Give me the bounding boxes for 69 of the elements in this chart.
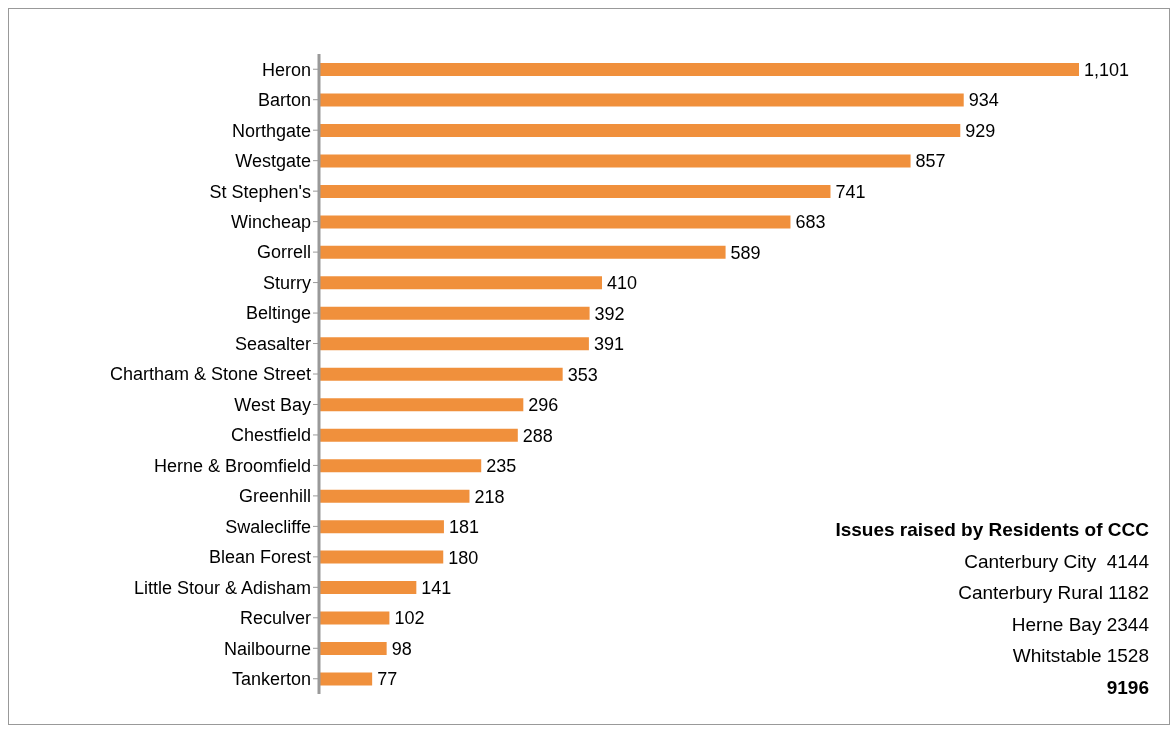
- data-label: 102: [394, 608, 425, 629]
- bar: [319, 63, 1079, 76]
- y-tick-label: Sturry: [262, 272, 311, 293]
- data-label: 98: [391, 638, 412, 659]
- annotation: Herne Bay 2344: [1010, 612, 1149, 637]
- data-label: 741: [835, 181, 866, 202]
- bar: [319, 398, 524, 412]
- bar: [319, 550, 444, 564]
- y-tick-label: Little Stour & Adisham: [133, 577, 311, 598]
- annotation: Issues raised by Residents of CCC: [835, 518, 1149, 542]
- data-label: 141: [421, 577, 452, 598]
- bar: [319, 154, 911, 168]
- bar: [319, 123, 961, 137]
- y-tick-label: Westgate: [235, 151, 311, 172]
- data-label: 391: [593, 334, 624, 355]
- data-label: 77: [377, 669, 398, 690]
- bar: [319, 459, 482, 473]
- data-label: 1,101: [1084, 59, 1130, 80]
- y-tick-label: Tankerton: [231, 669, 311, 690]
- bar: [319, 276, 603, 290]
- data-label: 218: [474, 486, 505, 507]
- data-label: 410: [607, 273, 638, 294]
- y-tick-label: Barton: [257, 90, 311, 111]
- y-tick-label: West Bay: [234, 394, 311, 415]
- y-tick-label: Chestfield: [230, 425, 311, 446]
- bar: [319, 337, 589, 351]
- data-label: 929: [965, 120, 996, 141]
- data-label: 934: [968, 90, 999, 111]
- data-label: 288: [522, 425, 553, 446]
- bar: [319, 520, 444, 534]
- y-tick-label: Beltinge: [245, 303, 311, 324]
- y-tick-label: Heron: [261, 59, 311, 80]
- annotation: Canterbury City 4144: [963, 549, 1149, 574]
- text: 9196: [1105, 675, 1149, 700]
- bar: [319, 428, 518, 442]
- data-label: 683: [795, 212, 826, 233]
- y-tick-label: Herne & Broomfield: [153, 455, 311, 476]
- bar: [319, 93, 964, 107]
- data-label: 180: [448, 547, 479, 568]
- data-label: 181: [448, 517, 479, 538]
- y-tick-label: Chartham & Stone Street: [109, 364, 311, 385]
- y-tick-label: Seasalter: [234, 333, 311, 354]
- data-label: 857: [915, 151, 946, 172]
- bar: [319, 611, 390, 625]
- y-tick-label: St Stephen's: [209, 181, 311, 202]
- annotation: Whitstable 1528: [1011, 644, 1149, 668]
- bar: [319, 581, 417, 595]
- y-tick-label: Blean Forest: [208, 547, 311, 568]
- y-tick-label: Wincheap: [230, 212, 311, 233]
- y-tick-label: Reculver: [239, 608, 311, 629]
- data-label: 235: [486, 456, 517, 477]
- bar: [319, 642, 387, 656]
- bar: [319, 215, 791, 229]
- y-tick-label: Gorrell: [256, 242, 311, 263]
- data-label: 353: [567, 364, 598, 385]
- y-tick-label: Northgate: [231, 120, 311, 141]
- data-label: 296: [528, 395, 559, 416]
- y-tick-label: Greenhill: [238, 486, 311, 507]
- bar: [319, 184, 831, 198]
- data-label: 392: [594, 303, 625, 324]
- bar: [319, 306, 590, 320]
- bar: [319, 245, 726, 259]
- bar: [319, 367, 563, 381]
- y-tick-label: Swalecliffe: [225, 516, 311, 537]
- annotation: Canterbury Rural 1182: [957, 581, 1149, 605]
- bar: [319, 672, 373, 686]
- bar: [319, 489, 470, 503]
- y-tick-label: Nailbourne: [223, 638, 311, 659]
- data-label: 589: [730, 242, 761, 263]
